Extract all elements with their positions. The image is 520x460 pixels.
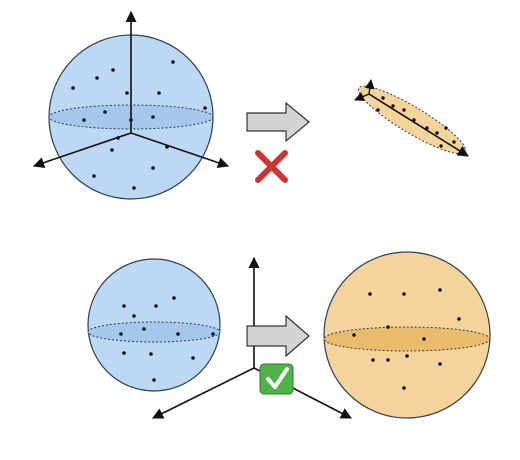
- ellipsoid-points: [376, 96, 456, 148]
- data-points: [352, 288, 461, 390]
- right-arrow-icon: [246, 101, 310, 143]
- right-arrow-icon: [246, 314, 310, 358]
- equator-fill: [324, 327, 490, 351]
- flat-axis-up: [364, 79, 375, 95]
- bottom-input-sphere: [87, 258, 221, 392]
- equator-fill: [88, 322, 220, 342]
- data-points: [71, 60, 207, 190]
- cross-icon: [255, 150, 288, 183]
- equator-line: [87, 321, 221, 343]
- bottom-output-sphere: [323, 251, 491, 419]
- flat-axis-left: [354, 92, 370, 102]
- top-output-ellipsoid: [354, 79, 469, 157]
- top-input-sphere: [32, 10, 230, 200]
- checkmark-icon: [259, 363, 294, 395]
- equator-line: [323, 326, 491, 352]
- x-axis: [32, 132, 132, 169]
- data-points: [119, 296, 215, 382]
- x-axis: [151, 367, 255, 419]
- y-axis: [130, 132, 230, 169]
- flat-axis-main: [368, 93, 469, 157]
